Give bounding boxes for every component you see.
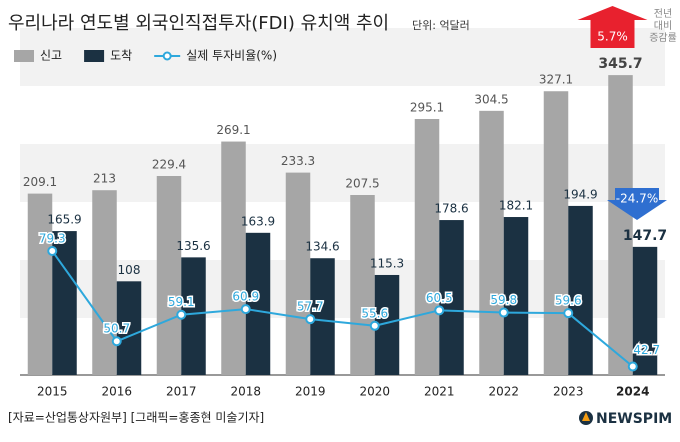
value-label: 269.1 [216,123,250,137]
change-note: 전년 [654,8,672,20]
legend-label: 신고 [40,49,62,63]
bar [92,190,117,375]
change-arrow [607,188,667,220]
x-tick-label: 2015 [37,385,68,399]
legend-label: 도착 [110,49,132,63]
value-label: 182.1 [499,199,533,213]
value-label: 163.9 [241,214,275,228]
logo-icon-accent [582,412,590,421]
bar [350,194,375,375]
value-label: 229.4 [152,157,186,171]
bar [27,193,53,375]
value-label: 213 [93,172,116,186]
change-arrow [577,6,648,48]
change-label: -24.7% [616,192,658,206]
legend-label: 실제 투자비율(%) [186,49,277,63]
change-label: 5.7% [597,30,628,44]
value-label: 147.7 [623,228,667,244]
point [434,305,445,316]
bar [632,246,658,375]
value-label: 60.5 [426,291,453,305]
value-label: 304.5 [474,92,508,106]
point [369,320,380,331]
chart-title: 우리나라 연도별 외국인직접투자(FDI) 유치액 추이 [8,13,389,34]
value-label: 55.6 [361,306,388,320]
bar [156,175,182,375]
point [111,336,122,347]
value-label: 59.1 [168,295,195,309]
x-tick-label: 2017 [166,385,197,399]
unit-label: 단위: 억달러 [412,19,470,32]
value-label: 135.6 [176,239,210,253]
value-label: 345.7 [598,56,642,72]
value-label: 295.1 [410,101,444,115]
bar [221,141,246,375]
value-label: 57.7 [297,300,324,314]
value-label: 134.6 [305,240,339,254]
value-label: 59.8 [490,293,517,307]
value-label: 50.7 [103,322,130,336]
logo: NEWSPIM [596,411,672,427]
x-tick-label: 2021 [424,385,455,399]
x-tick-label: 2022 [488,385,519,399]
x-tick-label: 2024 [616,385,649,399]
bar [568,205,593,375]
bar [414,119,440,375]
value-label: 108 [118,263,141,277]
value-label: 209.1 [23,175,57,189]
x-tick-label: 2019 [295,385,326,399]
change-note: 증감률 [649,32,677,44]
point [627,361,638,372]
point [498,307,509,318]
value-label: 115.3 [370,256,404,270]
point [305,314,316,325]
line [51,250,634,368]
value-label: 233.3 [281,154,315,168]
legend-marker [162,51,172,61]
bar [285,172,311,375]
point [176,309,187,320]
x-tick-label: 2016 [101,385,132,399]
value-label: 178.6 [434,202,468,216]
value-label: 194.9 [563,187,597,201]
point [47,246,58,257]
x-tick-label: 2020 [359,385,390,399]
bar [439,220,464,375]
x-tick-label: 2023 [553,385,584,399]
point [563,308,574,319]
value-label: 59.6 [555,294,582,308]
value-label: 165.9 [47,213,81,227]
legend-swatch [84,50,105,62]
value-label: 42.7 [633,343,660,357]
value-label: 327.1 [539,73,573,87]
bar [503,217,529,375]
x-tick-label: 2018 [230,385,261,399]
value-label: 79.3 [39,232,66,246]
source: [자료=산업통상자원부] [그래픽=홍종현 미술기자] [8,411,264,425]
bar [479,110,504,375]
change-note: 대비 [654,20,672,32]
legend-swatch [14,50,34,62]
bar [543,91,569,375]
value-label: 207.5 [345,176,379,190]
point [240,304,251,315]
value-label: 60.9 [232,290,259,304]
bar [116,281,142,375]
bar [608,75,633,375]
bar [245,232,271,375]
